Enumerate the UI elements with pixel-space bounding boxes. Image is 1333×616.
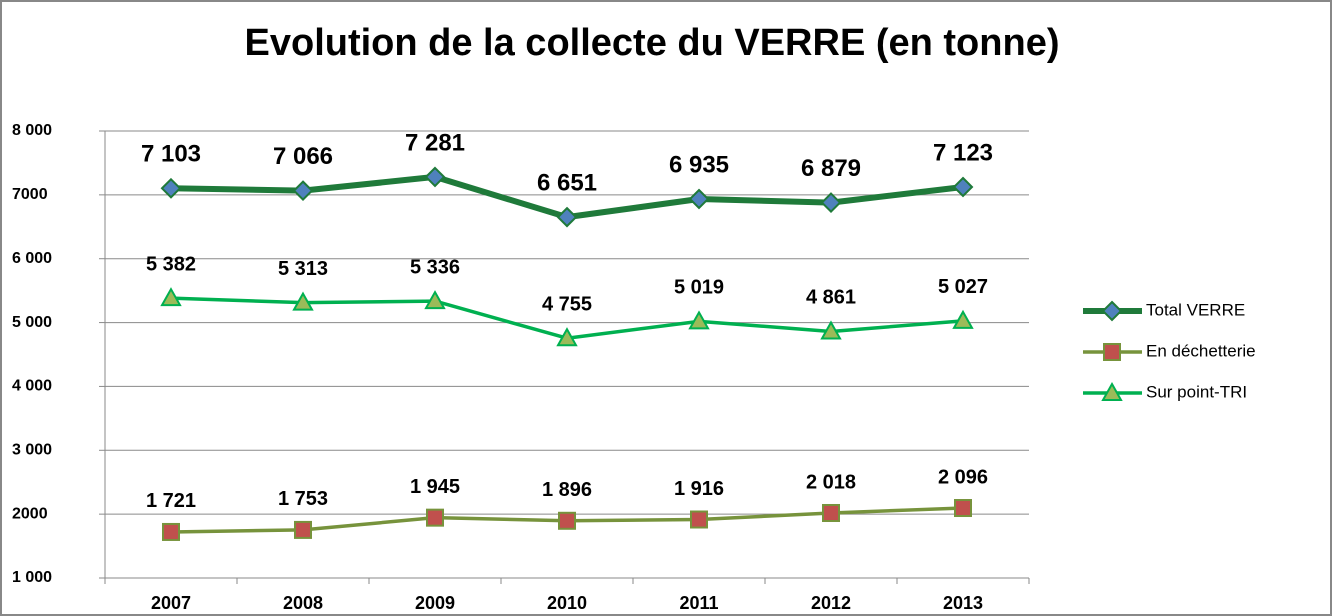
data-point <box>952 309 974 329</box>
data-point <box>424 166 446 188</box>
data-label: 1 945 <box>410 476 460 498</box>
x-tick-label: 2012 <box>811 593 851 613</box>
data-label: 1 721 <box>146 490 196 512</box>
legend-marker <box>1101 381 1123 401</box>
y-tick-label: 8 000 <box>12 122 52 139</box>
data-label: 4 755 <box>542 293 592 315</box>
data-point <box>820 320 842 340</box>
legend-label: Sur point-TRI <box>1146 382 1247 401</box>
y-tick-label: 5 000 <box>12 314 52 331</box>
data-point <box>820 192 842 213</box>
data-point <box>556 206 578 228</box>
data-label: 4 861 <box>806 287 856 309</box>
data-point <box>688 188 710 210</box>
y-tick-label: 3 000 <box>12 442 52 459</box>
data-point <box>160 177 182 199</box>
data-point <box>954 499 972 518</box>
x-tick-label: 2010 <box>547 593 587 613</box>
data-point <box>424 290 446 310</box>
data-label: 1 916 <box>674 478 724 500</box>
data-label: 7 066 <box>273 143 333 170</box>
data-label: 7 123 <box>933 139 993 166</box>
data-point <box>292 180 314 202</box>
x-tick-label: 2007 <box>151 593 191 613</box>
data-label: 7 281 <box>405 129 465 156</box>
data-label: 5 019 <box>674 277 724 299</box>
data-label: 5 313 <box>278 258 328 280</box>
data-label: 6 879 <box>801 155 861 182</box>
data-label: 6 935 <box>669 151 729 178</box>
data-label: 2 018 <box>806 471 856 493</box>
legend-marker <box>1101 300 1123 322</box>
x-tick-label: 2008 <box>283 593 323 613</box>
data-point <box>162 522 180 541</box>
data-point <box>558 511 576 530</box>
data-point <box>690 510 708 529</box>
data-point <box>294 520 312 539</box>
data-point <box>556 327 578 347</box>
x-tick-label: 2013 <box>943 593 983 613</box>
data-label: 7 103 <box>141 141 201 168</box>
data-label: 5 336 <box>410 256 460 278</box>
data-label: 2 096 <box>938 466 988 488</box>
y-tick-label: 2000 <box>12 505 48 522</box>
chart-title: Evolution de la collecte du VERRE (en to… <box>245 22 1060 64</box>
data-point <box>292 291 314 311</box>
y-tick-label: 1 000 <box>12 569 52 586</box>
x-tick-label: 2011 <box>679 593 718 613</box>
y-tick-label: 7000 <box>12 186 48 203</box>
x-tick-label: 2009 <box>415 593 455 613</box>
legend-label: Total VERRE <box>1146 300 1245 319</box>
data-label: 5 027 <box>938 276 988 298</box>
y-tick-label: 6 000 <box>12 250 52 267</box>
data-point <box>822 503 840 522</box>
data-label: 5 382 <box>146 253 196 275</box>
data-label: 1 753 <box>278 488 328 510</box>
data-point <box>160 287 182 307</box>
legend-label: En déchetterie <box>1146 341 1256 360</box>
legend-marker <box>1103 343 1121 361</box>
data-label: 1 896 <box>542 479 592 501</box>
data-point <box>688 310 710 330</box>
data-label: 6 651 <box>537 169 597 196</box>
data-point <box>426 508 444 527</box>
data-point <box>952 176 974 198</box>
y-tick-label: 4 000 <box>12 378 52 395</box>
